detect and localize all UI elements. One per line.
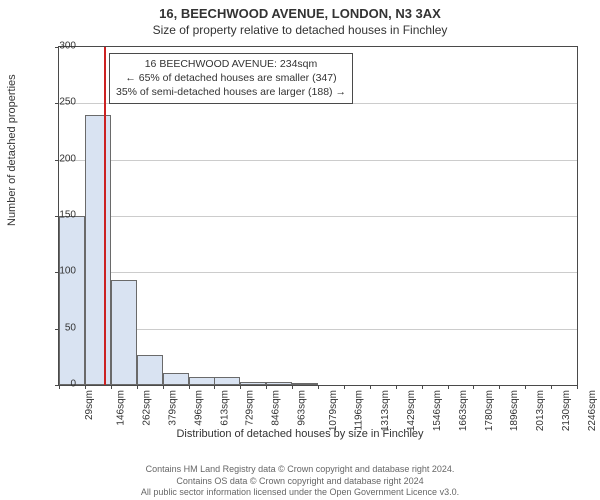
x-tick-label: 963sqm: [297, 390, 308, 426]
gridline: [59, 216, 577, 217]
x-tick-label: 613sqm: [219, 390, 230, 426]
x-tick-mark: [551, 385, 552, 389]
x-tick-mark: [318, 385, 319, 389]
x-tick-mark: [473, 385, 474, 389]
x-tick-label: 379sqm: [167, 390, 178, 426]
x-tick-mark: [137, 385, 138, 389]
y-tick-label: 200: [46, 153, 76, 164]
footer-line3: All public sector information licensed u…: [0, 487, 600, 498]
x-tick-label: 1429sqm: [406, 390, 417, 431]
y-tick-label: 150: [46, 210, 76, 221]
x-tick-mark: [370, 385, 371, 389]
y-tick-label: 250: [46, 97, 76, 108]
callout-line2: ← 65% of detached houses are smaller (34…: [116, 71, 346, 85]
x-tick-label: 2130sqm: [561, 390, 572, 431]
chart-container: 16, BEECHWOOD AVENUE, LONDON, N3 3AX Siz…: [0, 0, 600, 500]
x-tick-mark: [344, 385, 345, 389]
callout-line3: 35% of semi-detached houses are larger (…: [116, 85, 346, 99]
x-tick-label: 29sqm: [84, 390, 95, 420]
gridline: [59, 329, 577, 330]
x-tick-label: 1663sqm: [458, 390, 469, 431]
x-tick-mark: [85, 385, 86, 389]
y-tick-label: 100: [46, 266, 76, 277]
histogram-bar: [189, 377, 215, 385]
y-tick-label: 50: [46, 322, 76, 333]
x-tick-mark: [240, 385, 241, 389]
x-tick-mark: [111, 385, 112, 389]
x-tick-label: 1546sqm: [432, 390, 443, 431]
histogram-bar: [85, 115, 111, 385]
y-axis-label: Number of detached properties: [6, 74, 18, 226]
x-tick-label: 846sqm: [271, 390, 282, 426]
footer-line1: Contains HM Land Registry data © Crown c…: [0, 464, 600, 475]
histogram-bar: [163, 373, 189, 385]
x-tick-label: 1196sqm: [353, 390, 364, 430]
x-tick-label: 1079sqm: [328, 390, 339, 431]
histogram-bar: [214, 377, 240, 385]
x-tick-mark: [525, 385, 526, 389]
x-tick-mark: [499, 385, 500, 389]
histogram-bar: [137, 355, 163, 385]
x-tick-label: 1896sqm: [509, 390, 520, 431]
x-tick-mark: [422, 385, 423, 389]
x-tick-mark: [214, 385, 215, 389]
marker-callout: 16 BEECHWOOD AVENUE: 234sqm ← 65% of det…: [109, 53, 353, 104]
x-tick-label: 2013sqm: [535, 390, 546, 431]
footer-line2: Contains OS data © Crown copyright and d…: [0, 476, 600, 487]
x-tick-label: 146sqm: [116, 390, 127, 426]
x-tick-mark: [292, 385, 293, 389]
histogram-bar: [266, 382, 292, 385]
x-tick-mark: [448, 385, 449, 389]
y-tick-label: 0: [46, 379, 76, 390]
chart-area: Number of detached properties 16 BEECHWO…: [0, 36, 600, 456]
x-tick-label: 729sqm: [245, 390, 256, 426]
x-tick-mark: [266, 385, 267, 389]
histogram-bar: [111, 280, 137, 385]
histogram-bar: [240, 382, 266, 385]
attribution-footer: Contains HM Land Registry data © Crown c…: [0, 464, 600, 498]
x-tick-label: 1780sqm: [484, 390, 495, 431]
x-tick-mark: [577, 385, 578, 389]
gridline: [59, 160, 577, 161]
gridline: [59, 272, 577, 273]
x-tick-label: 2246sqm: [587, 390, 598, 431]
histogram-bar: [292, 383, 318, 385]
marker-line: [104, 47, 106, 385]
x-tick-mark: [163, 385, 164, 389]
chart-title-address: 16, BEECHWOOD AVENUE, LONDON, N3 3AX: [0, 0, 600, 21]
y-tick-label: 300: [46, 41, 76, 52]
x-tick-label: 496sqm: [193, 390, 204, 426]
x-tick-mark: [396, 385, 397, 389]
x-tick-mark: [189, 385, 190, 389]
chart-subtitle: Size of property relative to detached ho…: [0, 21, 600, 37]
x-tick-label: 1313sqm: [380, 390, 391, 431]
callout-line1: 16 BEECHWOOD AVENUE: 234sqm: [116, 57, 346, 71]
x-tick-label: 262sqm: [141, 390, 152, 426]
plot-area: 16 BEECHWOOD AVENUE: 234sqm ← 65% of det…: [58, 46, 578, 386]
histogram-bar: [59, 216, 85, 385]
